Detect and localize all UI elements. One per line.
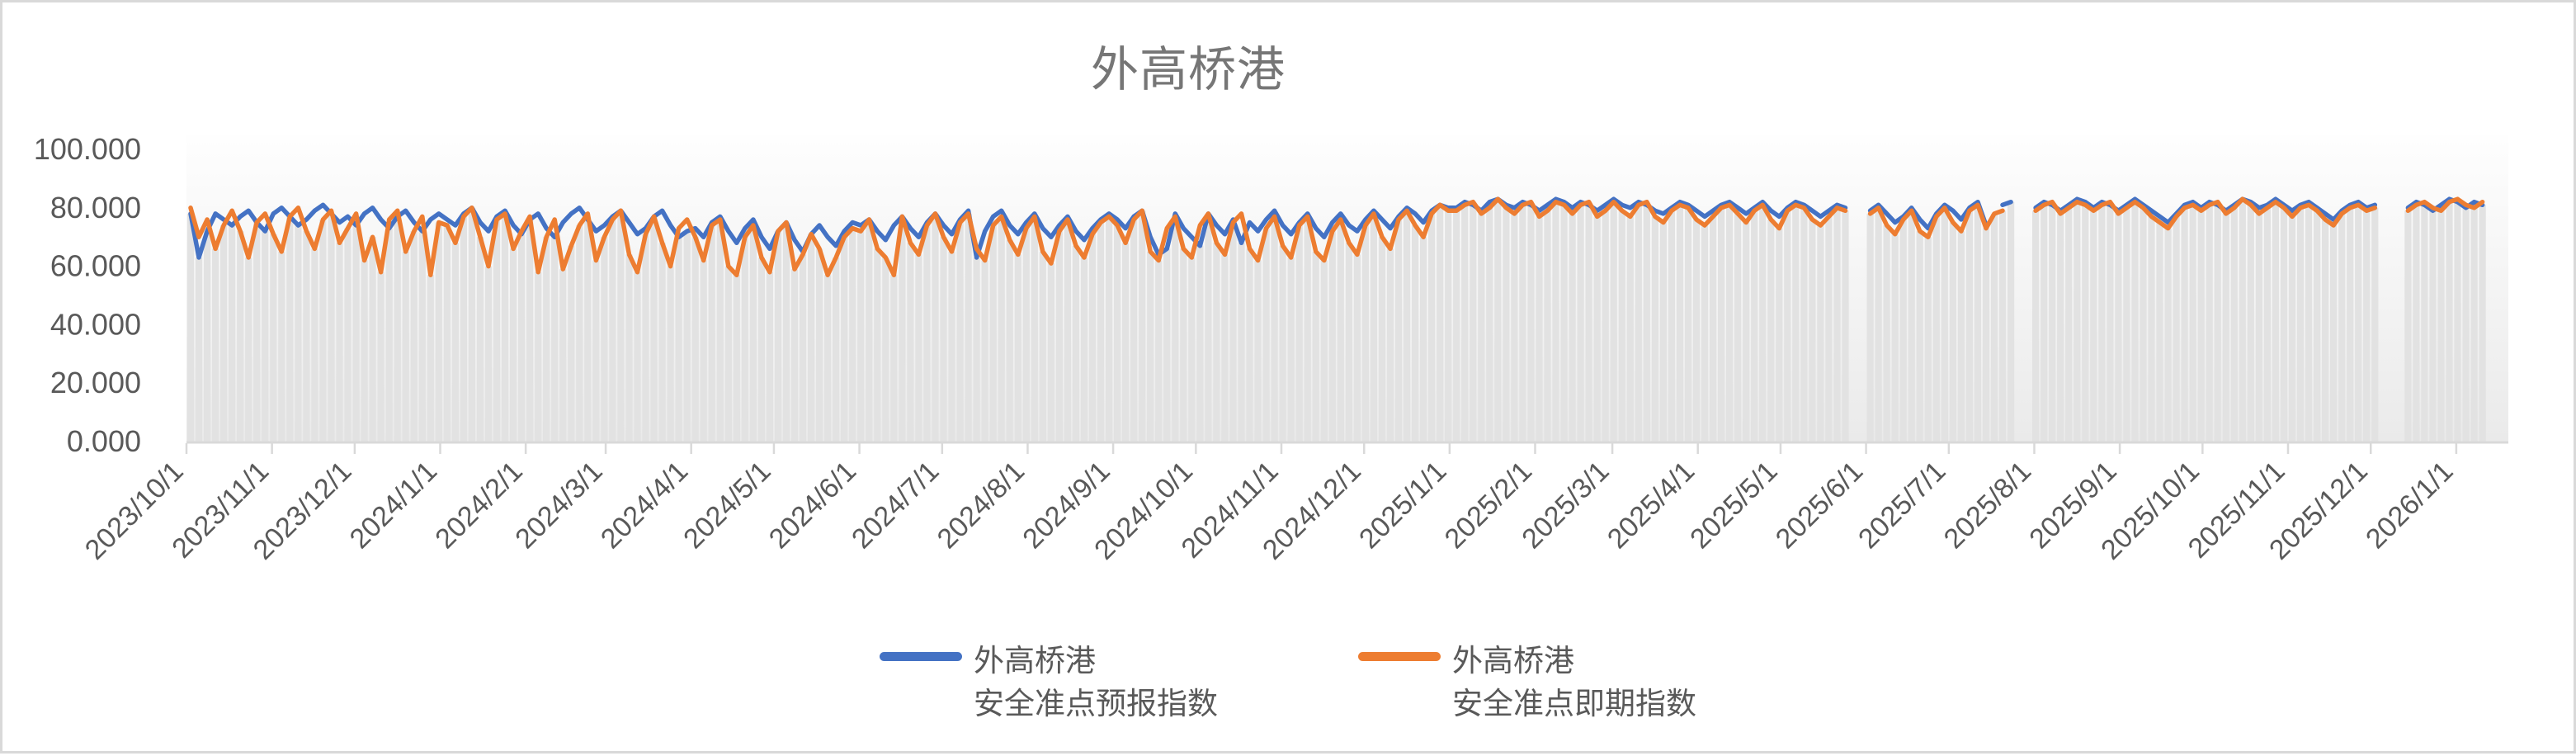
x-tick-label: 2024/6/1 <box>763 456 862 555</box>
y-tick-label: 0.000 <box>67 424 141 458</box>
legend-label-spot-index: 安全准点即期指数 <box>1452 687 1696 721</box>
y-tick-label: 40.000 <box>50 307 141 341</box>
y-tick-label: 20.000 <box>50 366 141 399</box>
x-tick-label: 2024/7/1 <box>846 456 945 555</box>
x-tick-label: 2024/1/1 <box>344 456 443 555</box>
x-tick-label: 2024/4/1 <box>595 456 694 555</box>
legend-label-spot-port: 外高桥港 <box>1452 644 1574 678</box>
x-tick-label: 2024/8/1 <box>932 456 1031 555</box>
chart-title: 外高桥港 <box>1090 43 1286 97</box>
x-tick-label: 2025/6/1 <box>1770 456 1869 555</box>
legend-label-forecast-port: 外高桥港 <box>974 644 1096 678</box>
spot-index-line <box>188 196 2485 277</box>
x-tick-label: 2025/7/1 <box>1852 456 1951 555</box>
legend: 外高桥港 安全准点预报指数 外高桥港 安全准点即期指数 <box>2 640 2574 725</box>
legend-item-spot: 外高桥港 安全准点即期指数 <box>1358 640 1696 725</box>
x-tick-label: 2024/2/1 <box>429 456 528 555</box>
y-tick-label: 80.000 <box>50 191 141 224</box>
x-tick-label: 2024/5/1 <box>677 456 776 555</box>
y-tick-label: 100.000 <box>34 132 141 166</box>
forecast-line-marker <box>880 652 962 661</box>
x-tick-label: 2025/5/1 <box>1684 456 1783 555</box>
x-tick-label: 2026/1/1 <box>2360 456 2459 555</box>
legend-label-forecast-index: 安全准点预报指数 <box>974 687 1218 721</box>
forecast-index-line <box>188 196 2485 260</box>
y-tick-label: 60.000 <box>50 249 141 283</box>
x-tick-label: 2024/3/1 <box>509 456 608 555</box>
legend-item-forecast: 外高桥港 安全准点预报指数 <box>880 640 1218 725</box>
x-tick-label: 2025/8/1 <box>1938 456 2037 555</box>
spot-line-marker <box>1358 652 1441 661</box>
x-tick-label: 2025/4/1 <box>1602 456 1701 555</box>
x-tick-label: 2025/1/1 <box>1353 456 1452 555</box>
